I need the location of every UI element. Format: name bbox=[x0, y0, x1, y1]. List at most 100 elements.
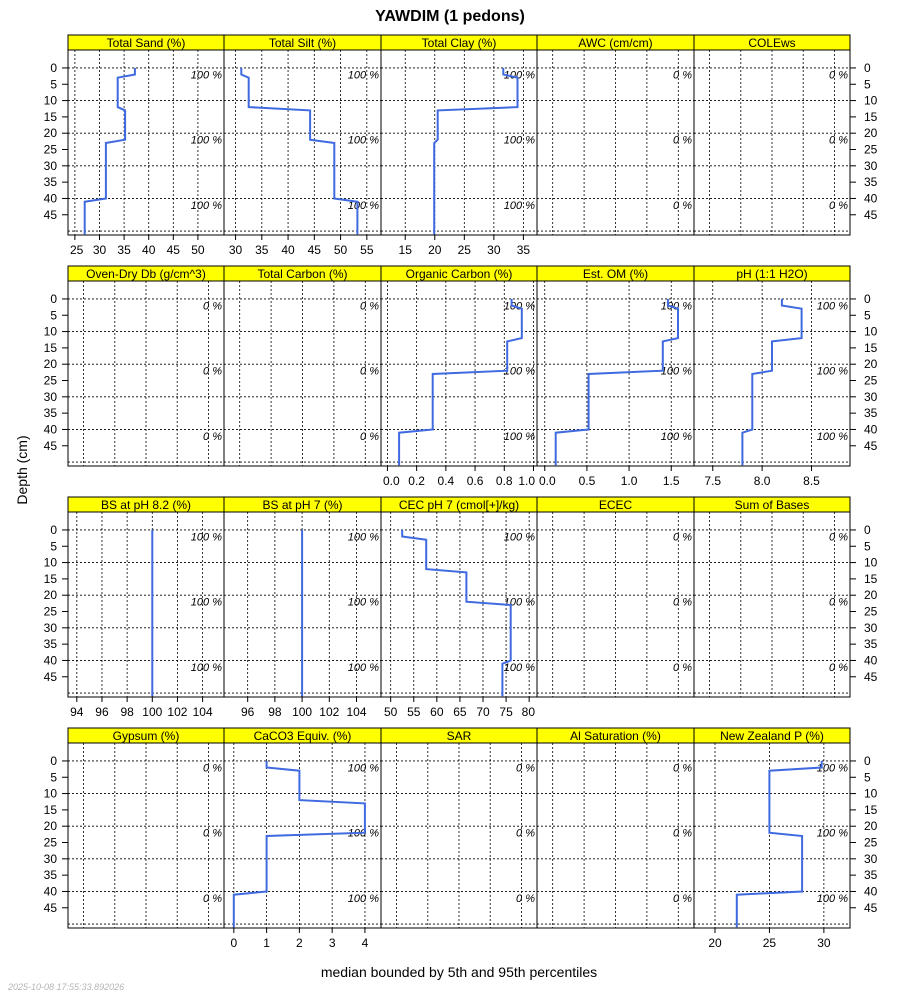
y-tick-label: 40 bbox=[864, 884, 878, 898]
panel: Total Silt (%) 30 35 40 45 50 55 100 % 100 % 100 … bbox=[223, 34, 382, 257]
x-tick-label: 4 bbox=[362, 936, 369, 950]
panel-title: ECEC bbox=[599, 498, 633, 512]
percent-label: 100 % bbox=[817, 762, 848, 774]
percent-label: 100 % bbox=[348, 762, 379, 774]
percent-label: 100 % bbox=[348, 200, 379, 212]
y-tick-label: 15 bbox=[864, 803, 878, 817]
x-tick-label: 96 bbox=[241, 705, 255, 719]
panel-title: Gypsum (%) bbox=[113, 729, 180, 743]
median-profile-line bbox=[83, 67, 136, 235]
x-tick-label: 40 bbox=[281, 243, 295, 257]
y-tick-label: 15 bbox=[44, 803, 58, 817]
x-tick-label: 94 bbox=[70, 705, 84, 719]
percent-label: 0 % bbox=[673, 762, 692, 774]
y-tick-label: 15 bbox=[864, 572, 878, 586]
percent-label: 0 % bbox=[203, 431, 222, 443]
y-tick-label: 30 bbox=[864, 852, 878, 866]
y-tick-label: 30 bbox=[864, 390, 878, 404]
panel: SAR 0 % 0 % 0 % bbox=[380, 727, 538, 929]
x-tick-label: 100 bbox=[292, 705, 312, 719]
panel: Al Saturation (%) 0 % 0 % 0 % bbox=[536, 727, 695, 929]
y-tick-label: 45 bbox=[44, 670, 58, 684]
x-tick-label: 0.5 bbox=[579, 474, 596, 488]
y-tick-label: 40 bbox=[864, 422, 878, 436]
x-tick-label: 100 bbox=[142, 705, 162, 719]
y-tick-label: 25 bbox=[44, 143, 58, 157]
percent-label: 0 % bbox=[673, 662, 692, 674]
x-tick-label: 20 bbox=[428, 243, 442, 257]
y-tick-label: 40 bbox=[44, 653, 58, 667]
x-tick-label: 50 bbox=[334, 243, 348, 257]
panel: Sum of Bases 0 % 0 % 0 % bbox=[693, 496, 851, 698]
percent-label: 100 % bbox=[504, 200, 535, 212]
panel-title: Total Silt (%) bbox=[269, 36, 336, 50]
percent-label: 100 % bbox=[348, 69, 379, 81]
y-tick-label: 30 bbox=[864, 159, 878, 173]
y-tick-label: 0 bbox=[864, 61, 871, 75]
y-tick-label: 30 bbox=[44, 621, 58, 635]
y-tick-label: 10 bbox=[44, 325, 58, 339]
y-tick-label: 0 bbox=[864, 754, 871, 768]
panel-frame bbox=[693, 742, 851, 929]
y-tick-label: 5 bbox=[864, 770, 871, 784]
y-tick-label: 25 bbox=[44, 836, 58, 850]
x-tick-label: 80 bbox=[522, 705, 536, 719]
percent-label: 0 % bbox=[673, 893, 692, 905]
y-tick-label: 45 bbox=[44, 901, 58, 915]
x-tick-label: 45 bbox=[308, 243, 322, 257]
x-tick-label: 25 bbox=[458, 243, 472, 257]
chart-title: YAWDIM (1 pedons) bbox=[375, 8, 525, 25]
panel-title: COLEws bbox=[748, 36, 795, 50]
panel-frame bbox=[693, 49, 851, 236]
y-tick-label: 30 bbox=[44, 852, 58, 866]
percent-label: 0 % bbox=[516, 893, 535, 905]
percent-label: 0 % bbox=[673, 135, 692, 147]
y-tick-label: 5 bbox=[50, 77, 57, 91]
y-tick-label: 5 bbox=[864, 77, 871, 91]
x-tick-label: 70 bbox=[476, 705, 490, 719]
y-tick-label: 5 bbox=[864, 539, 871, 553]
y-tick-label: 25 bbox=[44, 605, 58, 619]
percent-label: 0 % bbox=[516, 762, 535, 774]
percent-label: 100 % bbox=[817, 893, 848, 905]
x-tick-label: 0.0 bbox=[539, 474, 556, 488]
y-tick-label: 5 bbox=[50, 770, 57, 784]
x-tick-label: 55 bbox=[407, 705, 421, 719]
percent-label: 100 % bbox=[191, 597, 222, 609]
percent-label: 100 % bbox=[348, 597, 379, 609]
x-tick-label: 75 bbox=[499, 705, 513, 719]
median-profile-line bbox=[735, 760, 823, 928]
y-tick-label: 20 bbox=[44, 126, 58, 140]
y-tick-label: 40 bbox=[864, 191, 878, 205]
y-tick-label: 25 bbox=[864, 605, 878, 619]
percent-label: 0 % bbox=[203, 828, 222, 840]
percent-label: 0 % bbox=[829, 135, 848, 147]
percent-label: 0 % bbox=[360, 300, 379, 312]
panel-title: Total Carbon (%) bbox=[257, 267, 347, 281]
percent-label: 0 % bbox=[673, 200, 692, 212]
y-tick-label: 45 bbox=[44, 208, 58, 222]
percent-label: 0 % bbox=[203, 366, 222, 378]
panel-title: SAR bbox=[447, 729, 472, 743]
y-tick-label: 20 bbox=[44, 357, 58, 371]
x-tick-label: 3 bbox=[329, 936, 336, 950]
x-axis-label: median bounded by 5th and 95th percentil… bbox=[321, 964, 597, 980]
y-tick-label: 45 bbox=[864, 901, 878, 915]
x-tick-label: 1.0 bbox=[621, 474, 638, 488]
y-tick-label: 0 bbox=[50, 61, 57, 75]
y-tick-label: 15 bbox=[864, 341, 878, 355]
percent-label: 0 % bbox=[829, 597, 848, 609]
y-tick-label: 35 bbox=[864, 406, 878, 420]
y-tick-label: 10 bbox=[44, 556, 58, 570]
median-profile-line bbox=[240, 67, 359, 235]
percent-label: 0 % bbox=[360, 366, 379, 378]
percent-label: 100 % bbox=[504, 135, 535, 147]
y-tick-label: 10 bbox=[44, 787, 58, 801]
panel-title: BS at pH 8.2 (%) bbox=[101, 498, 191, 512]
percent-label: 0 % bbox=[829, 662, 848, 674]
x-tick-label: 40 bbox=[142, 243, 156, 257]
y-tick-label: 10 bbox=[864, 325, 878, 339]
x-tick-label: 0 bbox=[230, 936, 237, 950]
timestamp: 2025-10-08 17:55:33.892026 bbox=[7, 982, 124, 992]
y-tick-label: 35 bbox=[864, 175, 878, 189]
